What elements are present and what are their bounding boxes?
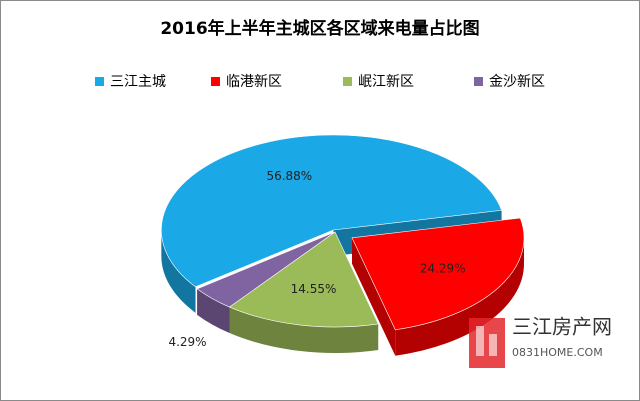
legend-label: 三江主城 — [110, 74, 166, 90]
watermark-icon — [489, 334, 497, 356]
data-label: 24.29% — [420, 261, 466, 275]
data-label: 56.88% — [266, 169, 312, 183]
data-label: 4.29% — [168, 335, 206, 349]
slice — [351, 217, 525, 331]
slice-side — [395, 237, 525, 356]
slice — [161, 134, 503, 288]
watermark-title: 三江房产网 — [512, 315, 612, 339]
watermark-icon — [476, 326, 484, 356]
watermark-icon — [469, 318, 505, 368]
slice-side — [229, 307, 379, 353]
legend-swatch — [211, 77, 220, 86]
slice — [228, 231, 379, 328]
legend-label: 岷江新区 — [358, 74, 414, 90]
data-label: 14.55% — [291, 282, 337, 296]
legend-swatch — [474, 77, 483, 86]
slice-side — [352, 237, 396, 356]
legend-label: 临港新区 — [226, 74, 282, 90]
legend-label: 金沙新区 — [489, 74, 545, 90]
legend-swatch — [95, 77, 104, 86]
slice — [196, 231, 336, 308]
watermark-url: 0831HOME.COM — [512, 346, 603, 359]
legend-swatch — [343, 77, 352, 86]
watermark: 三江房产网 0831HOME.COM — [469, 315, 612, 368]
chart-title: 2016年上半年主城区各区域来电量占比图 — [160, 18, 479, 39]
